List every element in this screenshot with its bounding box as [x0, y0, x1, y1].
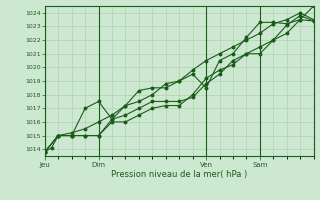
X-axis label: Pression niveau de la mer( hPa ): Pression niveau de la mer( hPa ): [111, 170, 247, 179]
